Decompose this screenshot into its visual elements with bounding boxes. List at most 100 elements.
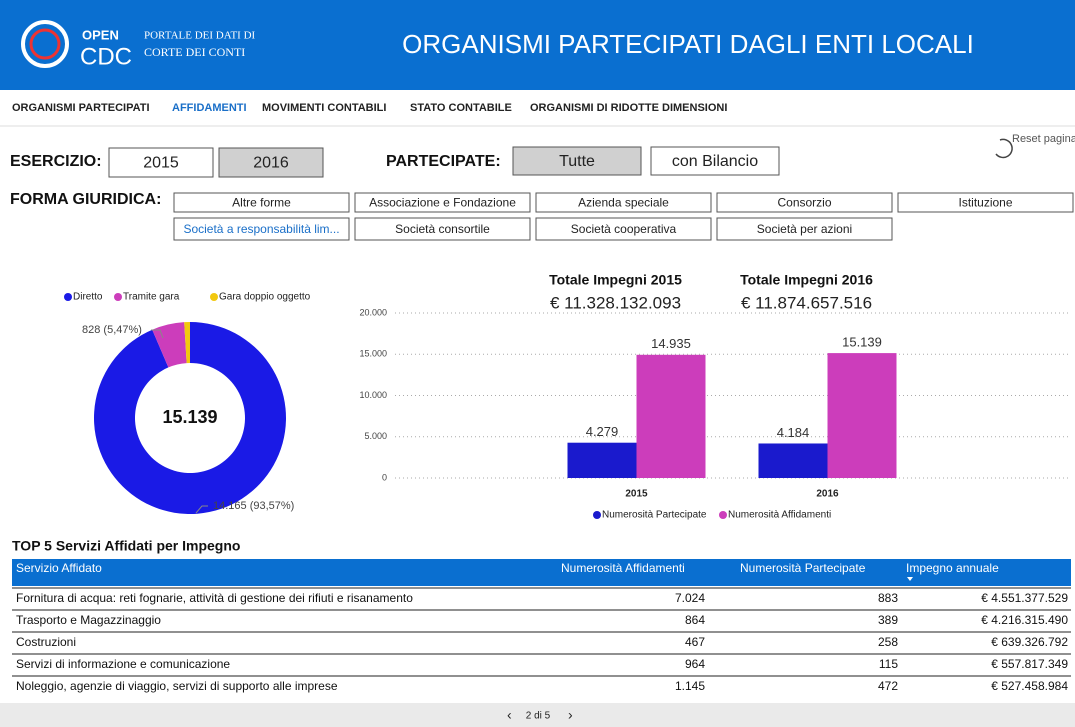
filter-button-label[interactable]: Società per azioni: [757, 222, 852, 236]
data-label: 4.279: [586, 424, 619, 439]
page-indicator: 2 di 5: [526, 711, 551, 722]
table-cell: 883: [878, 591, 898, 605]
table-title: TOP 5 Servizi Affidati per Impegno: [12, 538, 240, 554]
nav-tab[interactable]: AFFIDAMENTI: [172, 102, 247, 114]
nav-tab[interactable]: STATO CONTABILE: [410, 102, 512, 114]
filter-button[interactable]: [218, 147, 324, 178]
filter-button[interactable]: [173, 192, 350, 213]
table-cell: 964: [685, 657, 705, 671]
logo-ring: [21, 20, 69, 68]
column-header: Servizio Affidato: [16, 561, 102, 575]
filter-button-label[interactable]: Azienda speciale: [578, 196, 669, 210]
filter-button[interactable]: [354, 217, 531, 241]
legend-swatch: [210, 293, 218, 301]
legend-label: Gara doppio oggetto: [219, 292, 311, 303]
filter-button[interactable]: [108, 147, 214, 178]
table-cell: 115: [879, 657, 898, 671]
x-tick-label: 2016: [816, 489, 839, 500]
filter-button[interactable]: [535, 192, 712, 213]
prev-page[interactable]: ‹: [507, 707, 512, 723]
y-tick-label: 0: [382, 472, 387, 482]
page-title: ORGANISMI PARTECIPATI DAGLI ENTI LOCALI: [402, 29, 974, 59]
leader-line: [151, 329, 164, 339]
legend-label: Tramite gara: [123, 292, 180, 303]
annotation-title: Totale Impegni 2015: [549, 272, 682, 288]
filter-button-label[interactable]: Società consortile: [395, 222, 490, 236]
logo-sub: CDC: [80, 43, 132, 70]
portal-line: CORTE DEI CONTI: [144, 45, 245, 59]
table-cell: € 527.458.984: [991, 679, 1068, 693]
header-bar: [0, 0, 1075, 90]
table-cell: € 4.216.315.490: [981, 613, 1068, 627]
logo-ring-inner: [29, 28, 61, 60]
legend-swatch: [593, 511, 601, 519]
data-label: 14.935: [651, 336, 691, 351]
column-header[interactable]: Impegno annuale: [906, 561, 999, 575]
logo: OPEN: [82, 27, 119, 42]
reset-button[interactable]: Reset pagina: [1012, 133, 1075, 145]
legend-label: Diretto: [73, 292, 103, 303]
table-cell: 864: [685, 613, 705, 627]
table-cell: € 4.551.377.529: [981, 591, 1068, 605]
filter-button-label[interactable]: Istituzione: [958, 196, 1012, 210]
table-cell: 389: [878, 613, 898, 627]
leader-line: [195, 505, 208, 514]
filter-button[interactable]: [535, 217, 712, 241]
filter-button-label[interactable]: Società cooperativa: [571, 222, 677, 236]
table-header: [12, 559, 1071, 586]
filter-button-label[interactable]: Altre forme: [232, 196, 291, 210]
filter-button[interactable]: [716, 192, 893, 213]
filter-button[interactable]: [897, 192, 1074, 213]
filter-button[interactable]: [650, 146, 780, 176]
filter-label: PARTECIPATE:: [386, 153, 501, 170]
data-label: 828 (5,47%): [82, 324, 142, 336]
annotation-title: Totale Impegni 2016: [740, 272, 873, 288]
bar: [758, 443, 828, 478]
sort-indicator: [907, 577, 913, 581]
next-page[interactable]: ›: [568, 707, 573, 723]
filter-button[interactable]: [354, 192, 531, 213]
annotation-value: € 11.328.132.093: [550, 293, 681, 312]
table-cell: Costruzioni: [16, 635, 76, 649]
footer-bar: [0, 703, 1075, 727]
nav-tab[interactable]: ORGANISMI PARTECIPATI: [12, 102, 150, 114]
filter-button[interactable]: [173, 217, 350, 241]
bar: [567, 442, 637, 478]
column-header: Numerosità Affidamenti: [561, 561, 685, 575]
filter-button-label[interactable]: con Bilancio: [672, 153, 758, 170]
annotation-value: € 11.874.657.516: [741, 293, 872, 312]
column-header: Numerosità Partecipate: [740, 561, 866, 575]
donut-slice: [93, 322, 286, 515]
filter-button-label[interactable]: 2015: [143, 155, 179, 172]
data-label: 15.139: [842, 335, 882, 350]
filter-button-label[interactable]: Società a responsabilità lim...: [183, 222, 339, 236]
legend-label: Numerosità Affidamenti: [728, 510, 831, 521]
y-tick-label: 5.000: [364, 431, 387, 441]
filter-button-label[interactable]: Associazione e Fondazione: [369, 196, 516, 210]
y-tick-label: 20.000: [359, 307, 387, 317]
table-cell: Fornitura di acqua: reti fognarie, attiv…: [16, 591, 413, 605]
nav-tab[interactable]: ORGANISMI DI RIDOTTE DIMENSIONI: [530, 102, 727, 114]
reset-icon[interactable]: [995, 138, 1013, 159]
filter-button[interactable]: [716, 217, 893, 241]
bar: [827, 353, 897, 478]
nav-tab[interactable]: MOVIMENTI CONTABILI: [262, 102, 386, 114]
table-cell: Trasporto e Magazzinaggio: [16, 613, 161, 627]
data-label: 4.184: [777, 425, 810, 440]
x-tick-label: 2015: [625, 489, 648, 500]
filter-button-label[interactable]: Tutte: [559, 153, 595, 170]
filter-button-label[interactable]: 2016: [253, 155, 289, 172]
donut-center: 15.139: [162, 407, 217, 427]
table-cell: € 557.817.349: [991, 657, 1068, 671]
legend-swatch: [64, 293, 72, 301]
table-cell: 472: [878, 679, 898, 693]
table-cell: € 639.326.792: [991, 635, 1068, 649]
filter-label: ESERCIZIO:: [10, 153, 102, 170]
filter-button[interactable]: [512, 146, 642, 176]
filter-label: FORMA GIURIDICA:: [10, 191, 161, 208]
table-cell: Servizi di informazione e comunicazione: [16, 657, 230, 671]
table-cell: 7.024: [675, 591, 705, 605]
filter-button-label[interactable]: Consorzio: [777, 196, 831, 210]
donut-slice: [184, 322, 190, 364]
